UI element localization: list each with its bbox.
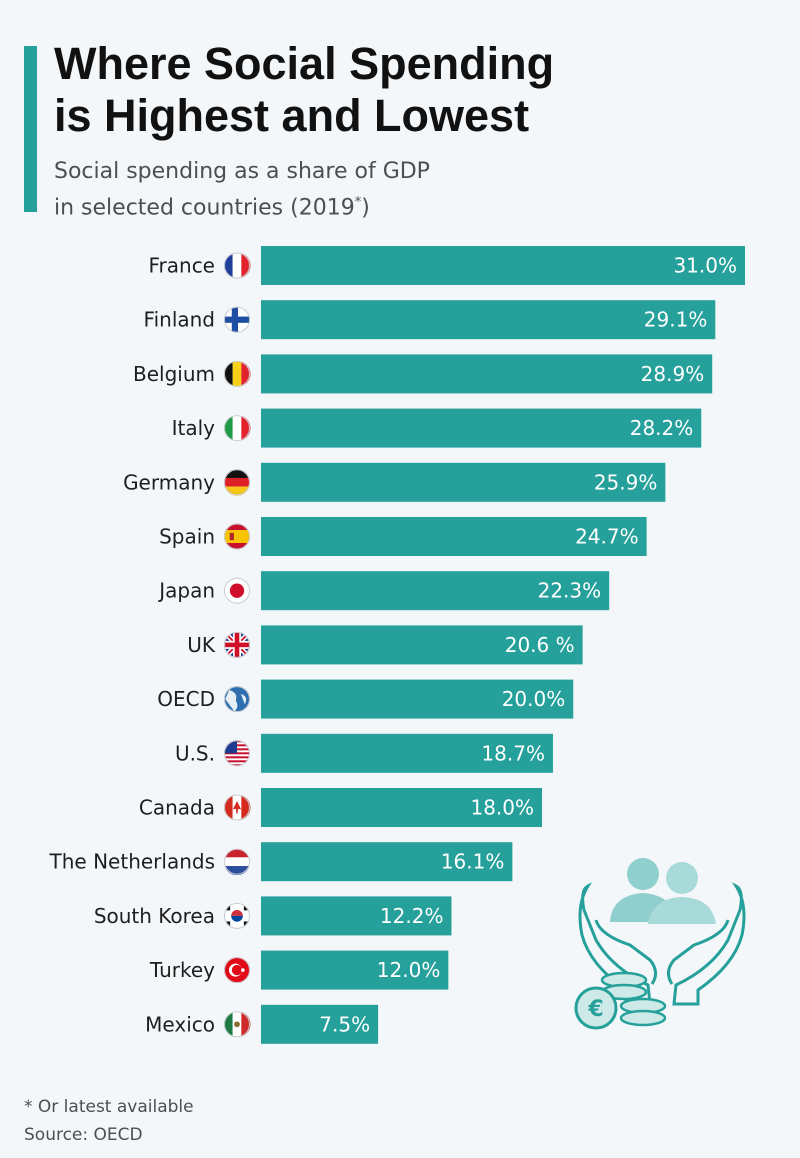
uk-flag-icon (224, 631, 250, 658)
bar-belgium (261, 354, 713, 394)
usa-flag-icon (224, 740, 250, 767)
bar-france (261, 246, 745, 285)
canada-flag-icon (224, 794, 251, 821)
belgium-flag-icon (224, 360, 251, 387)
bar-japan (261, 571, 610, 611)
category-label: Belgium (133, 362, 215, 386)
value-label: 29.1% (644, 308, 708, 332)
subtitle-line-2-close: ) (361, 195, 370, 221)
mexico-flag-icon (224, 1011, 251, 1038)
value-label: 12.2% (380, 904, 444, 928)
title-accent-bar (24, 46, 37, 212)
subtitle: Social spending as a share of GDP in sel… (54, 156, 754, 223)
footnote-block: * Or latest available Source: OECD (24, 1093, 194, 1149)
subtitle-line-2-text: in selected countries (2019 (54, 195, 355, 221)
category-label: Japan (157, 579, 215, 603)
category-label: South Korea (94, 904, 215, 928)
value-label: 22.3% (538, 579, 602, 603)
italy-flag-icon (224, 415, 251, 442)
bar-spain (261, 517, 647, 556)
value-label: 24.7% (575, 525, 639, 549)
south-korea-flag-icon (224, 902, 250, 929)
netherlands-flag-icon (224, 848, 250, 876)
svg-text:€: € (587, 997, 603, 1022)
category-label: The Netherlands (49, 850, 215, 874)
category-label: Germany (123, 470, 215, 494)
japan-flag-icon (224, 577, 250, 604)
bar-south-korea (261, 896, 452, 936)
turkey-flag-icon (224, 957, 250, 984)
category-label: Canada (139, 796, 215, 820)
bar-italy (261, 408, 702, 448)
france-flag-icon (224, 252, 251, 279)
subtitle-asterisk: * (354, 195, 362, 210)
subtitle-line-2: in selected countries (2019*) (54, 187, 754, 223)
category-label: Mexico (145, 1012, 215, 1036)
category-label: OECD (157, 687, 215, 711)
category-label: France (148, 254, 215, 278)
value-label: 7.5% (319, 1012, 370, 1036)
category-label: U.S. (175, 741, 215, 765)
value-label: 31.0% (673, 254, 737, 278)
value-label: 16.1% (441, 850, 505, 874)
value-label: 18.0% (470, 796, 534, 820)
germany-flag-icon (224, 469, 250, 496)
bar-germany (261, 462, 666, 502)
globe-icon (224, 686, 250, 713)
title-line-2: is Highest and Lowest (54, 90, 530, 141)
bar-canada (261, 788, 543, 827)
value-label: 28.2% (630, 416, 694, 440)
bar-the-netherlands (261, 842, 513, 882)
title-line-1: Where Social Spending (54, 38, 555, 89)
category-label: Finland (144, 308, 215, 332)
category-label: Italy (172, 416, 216, 440)
value-label: 28.9% (641, 362, 705, 386)
bar-oecd (261, 679, 574, 719)
value-label: 18.7% (481, 741, 545, 765)
spain-flag-icon (224, 523, 250, 550)
category-label: UK (187, 633, 216, 657)
bar-mexico (261, 1004, 379, 1044)
category-label: Turkey (149, 958, 215, 982)
value-label: 12.0% (377, 958, 441, 982)
page-title: Where Social Spending is Highest and Low… (54, 38, 754, 142)
finland-flag-icon (224, 306, 250, 333)
source: Source: OECD (24, 1125, 143, 1145)
category-label: Spain (159, 525, 215, 549)
footnote: * Or latest available (24, 1097, 194, 1117)
bar-finland (261, 300, 716, 340)
bar-uk (261, 625, 583, 665)
subtitle-line-1: Social spending as a share of GDP (54, 159, 430, 184)
value-label: 25.9% (594, 470, 658, 494)
value-label: 20.0% (502, 687, 566, 711)
value-label: 20.6 % (505, 633, 575, 657)
bar-u-s- (261, 733, 553, 773)
bar-turkey (261, 950, 449, 990)
hands-people-coins-euro-icon: € (574, 858, 746, 1030)
